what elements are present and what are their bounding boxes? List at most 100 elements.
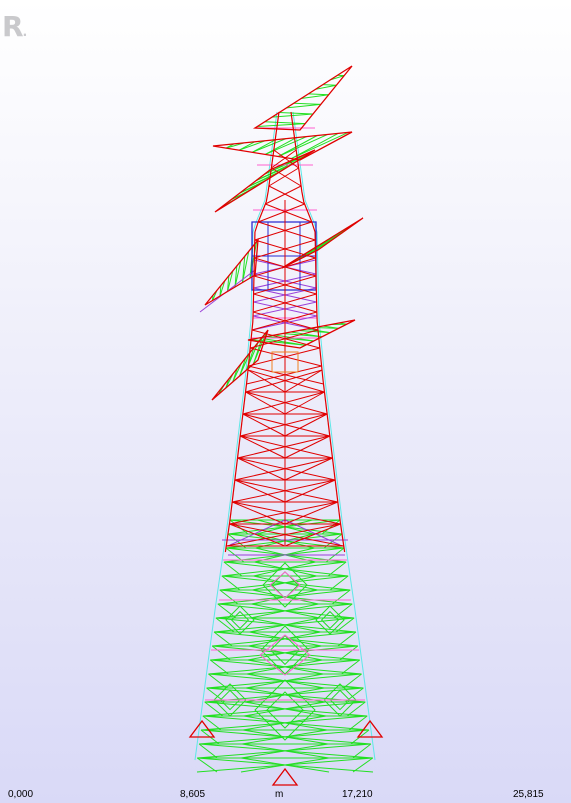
- red-leg-right: [299, 181, 303, 193]
- cyan-leg-right: [307, 207, 312, 217]
- green-brace: [208, 673, 227, 689]
- crossarm-upper-mid: [214, 149, 316, 213]
- red-leg-right: [318, 341, 321, 353]
- cyan-leg-right: [331, 439, 334, 449]
- cyan-leg-left: [209, 639, 212, 649]
- cyan-leg-left: [226, 519, 229, 529]
- red-brace: [284, 413, 328, 437]
- green-diamond: [266, 691, 304, 729]
- cyan-leg-left: [225, 527, 228, 537]
- red-brace: [237, 457, 336, 481]
- cyan-leg-left: [200, 703, 203, 713]
- red-brace: [247, 369, 286, 393]
- crossarm-top-lattice: [315, 84, 337, 90]
- red-leg-left: [232, 481, 236, 493]
- crossarm-middle-left-lattice: [242, 251, 250, 283]
- cyan-leg-right: [356, 623, 359, 633]
- green-brace: [346, 701, 366, 717]
- red-leg-right: [293, 131, 296, 143]
- red-brace: [247, 369, 325, 393]
- cyan-leg-left: [244, 375, 246, 385]
- cyan-leg-left: [264, 191, 267, 201]
- cyan-leg-right: [330, 431, 333, 441]
- green-brace: [211, 645, 231, 661]
- cyan-leg-right: [367, 703, 370, 713]
- green-brace: [339, 645, 359, 661]
- red-leg-left: [230, 501, 233, 513]
- cyan-leg-right: [321, 351, 324, 361]
- cyan-leg-right: [355, 615, 358, 625]
- crossarm-lower-right-lattice: [282, 333, 323, 338]
- cyan-leg-right: [323, 367, 326, 377]
- red-leg-right: [341, 531, 344, 543]
- cyan-leg-left: [269, 151, 273, 161]
- cyan-leg-right: [361, 663, 364, 673]
- red-leg-right: [298, 171, 302, 183]
- magenta-diamond: [269, 571, 301, 599]
- cyan-leg-right: [329, 423, 332, 433]
- cyan-leg-right: [373, 751, 376, 761]
- cyan-leg-left: [207, 655, 210, 665]
- cyan-leg-left: [195, 743, 198, 753]
- green-diamond: [254, 679, 316, 741]
- cyan-leg-left: [265, 183, 268, 193]
- red-leg-left: [235, 461, 238, 473]
- red-leg-right: [342, 541, 346, 553]
- red-brace: [245, 391, 286, 415]
- tower-cyan-members: [194, 111, 376, 761]
- cyan-leg-left: [221, 551, 224, 561]
- green-brace: [256, 519, 313, 535]
- green-diamond: [320, 610, 340, 630]
- red-brace: [254, 221, 312, 241]
- cyan-leg-right: [350, 583, 353, 593]
- crossarm-upper-left: [212, 131, 353, 161]
- red-brace: [226, 523, 341, 547]
- green-brace: [217, 603, 237, 619]
- cyan-leg-left: [228, 503, 231, 513]
- red-leg-right: [338, 511, 341, 523]
- red-leg-right: [311, 221, 316, 233]
- green-brace: [241, 743, 329, 759]
- crossarm-top: [252, 65, 353, 131]
- cyan-leg-left: [254, 215, 260, 225]
- cyan-leg-left: [222, 543, 226, 553]
- cyan-leg-right: [370, 727, 373, 737]
- cyan-leg-right: [364, 687, 367, 697]
- red-brace: [240, 435, 333, 459]
- red-brace: [242, 413, 330, 437]
- crossarm-lower-right-lattice: [266, 336, 314, 342]
- red-leg-left: [224, 541, 228, 553]
- red-brace: [234, 457, 333, 481]
- crossarm-top-lattice: [286, 103, 321, 109]
- red-leg-right: [336, 491, 339, 503]
- green-diamond: [315, 605, 345, 635]
- green-brace: [335, 617, 355, 633]
- cyan-leg-left: [208, 647, 211, 657]
- red-brace: [242, 391, 325, 415]
- watermark-letter: R: [2, 10, 24, 43]
- green-brace: [253, 561, 316, 577]
- cyan-leg-right: [300, 167, 303, 177]
- red-brace: [265, 185, 302, 205]
- green-brace: [247, 645, 322, 661]
- red-leg-right: [329, 441, 333, 453]
- crossarm-top-lattice: [279, 112, 314, 115]
- cyan-leg-right: [333, 455, 336, 465]
- green-diamond: [225, 605, 255, 635]
- red-brace: [240, 413, 328, 437]
- red-brace: [284, 391, 325, 415]
- cyan-leg-right: [302, 183, 305, 193]
- red-leg-left: [229, 511, 232, 523]
- red-brace: [246, 365, 322, 385]
- cyan-leg-left: [231, 479, 234, 489]
- green-brace: [223, 561, 243, 577]
- cyan-leg-right: [368, 711, 371, 721]
- cyan-leg-left: [232, 471, 235, 481]
- purple-brace: [251, 315, 318, 331]
- red-brace: [284, 435, 331, 459]
- red-leg-left: [240, 421, 243, 433]
- green-brace: [204, 701, 224, 717]
- green-brace: [241, 729, 328, 745]
